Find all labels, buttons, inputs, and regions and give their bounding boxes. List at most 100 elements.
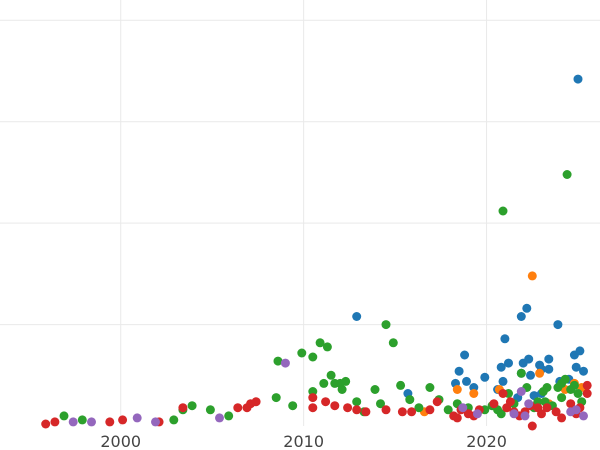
- points-layer: [41, 74, 592, 431]
- data-point-green: [341, 376, 351, 386]
- data-point-green: [288, 401, 298, 411]
- data-point-green: [569, 380, 579, 390]
- data-point-purple: [579, 411, 588, 421]
- data-point-blue: [544, 364, 554, 374]
- data-point-red: [352, 405, 362, 415]
- data-point-blue: [526, 370, 535, 380]
- data-point-purple: [509, 409, 519, 419]
- data-point-purple: [215, 413, 224, 423]
- data-point-green: [337, 385, 347, 394]
- data-point-green: [297, 348, 307, 358]
- data-point-green: [425, 383, 435, 392]
- data-point-purple: [516, 387, 526, 396]
- data-point-red: [118, 415, 128, 425]
- data-point-green: [396, 380, 406, 390]
- data-point-green: [169, 415, 179, 425]
- data-point-purple: [87, 417, 96, 427]
- data-point-red: [582, 380, 592, 390]
- data-point-orange: [527, 271, 537, 281]
- data-point-red: [105, 417, 115, 427]
- x-tick-label: 2020: [466, 432, 507, 450]
- data-point-purple: [280, 358, 290, 368]
- data-point-red: [321, 397, 331, 407]
- data-point-blue: [522, 303, 532, 313]
- data-point-green: [224, 411, 234, 421]
- x-tick-label: 2010: [283, 432, 324, 450]
- data-point-red: [41, 419, 51, 429]
- data-point-green: [77, 415, 87, 425]
- x-tick-labels: 2000 2010 2020: [100, 432, 507, 450]
- data-point-green: [205, 405, 215, 415]
- data-point-blue: [496, 362, 506, 372]
- data-point-purple: [520, 411, 530, 421]
- data-point-red: [381, 405, 391, 415]
- data-point-blue: [571, 362, 581, 372]
- grid-layer: [0, 0, 600, 426]
- data-point-purple: [151, 417, 160, 427]
- data-point-red: [330, 401, 340, 411]
- data-point-green: [405, 395, 415, 405]
- data-point-red: [542, 403, 552, 413]
- data-point-blue: [553, 320, 563, 330]
- data-point-red: [361, 407, 371, 417]
- data-point-green: [496, 409, 506, 419]
- data-point-red: [425, 405, 435, 415]
- data-point-blue: [480, 372, 490, 382]
- data-point-red: [566, 399, 576, 409]
- data-point-blue: [575, 346, 585, 356]
- data-point-green: [352, 397, 362, 407]
- data-point-red: [308, 393, 318, 403]
- data-point-red: [432, 397, 442, 407]
- data-point-red: [498, 389, 508, 398]
- data-point-red: [407, 407, 417, 417]
- data-point-red: [50, 417, 60, 427]
- data-point-red: [308, 403, 318, 413]
- data-point-blue: [460, 350, 470, 360]
- data-point-purple: [68, 417, 78, 427]
- data-point-blue: [573, 74, 583, 84]
- data-point-orange: [469, 389, 479, 398]
- data-point-green: [273, 356, 283, 366]
- x-tick-label: 2000: [100, 432, 141, 450]
- data-point-green: [319, 378, 329, 388]
- data-point-red: [178, 403, 188, 413]
- data-point-blue: [500, 334, 510, 344]
- data-point-purple: [458, 403, 468, 413]
- data-point-green: [370, 385, 380, 394]
- data-point-green: [516, 368, 526, 378]
- data-point-red: [233, 403, 243, 413]
- data-point-orange: [535, 368, 545, 378]
- data-point-green: [542, 383, 552, 392]
- data-point-blue: [352, 312, 362, 321]
- data-point-red: [505, 397, 515, 407]
- data-point-orange: [452, 385, 462, 394]
- data-point-blue: [454, 366, 464, 376]
- data-point-blue: [544, 354, 554, 364]
- data-point-red: [527, 421, 537, 431]
- data-point-green: [315, 338, 325, 348]
- data-point-green: [498, 206, 508, 216]
- data-point-red: [537, 409, 546, 419]
- data-point-blue: [504, 358, 513, 368]
- data-point-purple: [472, 409, 482, 419]
- data-point-green: [376, 399, 385, 409]
- data-point-green: [562, 170, 572, 179]
- data-point-green: [557, 393, 567, 403]
- data-point-red: [582, 389, 592, 398]
- data-point-red: [557, 413, 567, 423]
- data-point-green: [557, 378, 567, 388]
- data-point-red: [343, 403, 353, 413]
- data-point-purple: [571, 405, 581, 415]
- data-point-green: [414, 403, 424, 413]
- data-point-red: [397, 407, 407, 417]
- data-point-blue: [579, 366, 588, 376]
- data-point-green: [388, 338, 398, 348]
- data-point-blue: [462, 376, 471, 386]
- data-point-purple: [524, 399, 534, 409]
- data-point-blue: [524, 354, 534, 364]
- data-point-purple: [132, 413, 142, 423]
- data-point-red: [489, 399, 499, 409]
- data-point-green: [381, 320, 391, 330]
- data-point-green: [59, 411, 69, 421]
